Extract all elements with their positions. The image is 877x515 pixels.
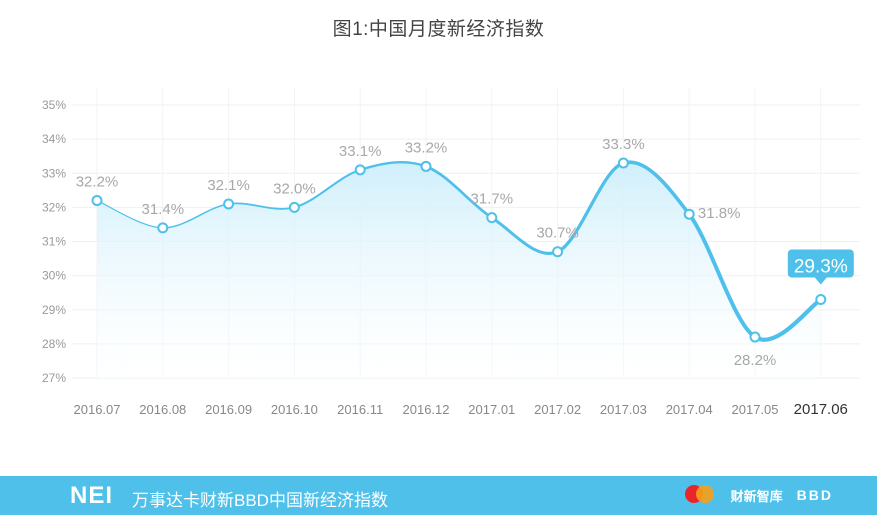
data-label: 33.2% <box>405 139 448 156</box>
data-label: 30.7% <box>536 225 579 242</box>
data-label-highlight: 29.3% <box>794 257 848 278</box>
y-tick-label: 32% <box>42 200 66 214</box>
x-tick-label: 2016.09 <box>205 402 252 417</box>
series-line-segment <box>555 161 626 254</box>
y-tick-label: 34% <box>42 132 66 146</box>
data-label: 31.8% <box>698 205 741 222</box>
highlight-label-pointer <box>814 277 827 285</box>
series-line-segment <box>293 168 362 209</box>
series-line-segment <box>490 216 560 255</box>
x-tick-label: 2017.02 <box>534 402 581 417</box>
data-point <box>749 331 761 343</box>
x-tick-label: 2017.04 <box>666 402 713 417</box>
data-point <box>486 212 498 224</box>
series-line-segment <box>162 203 230 229</box>
footer-brand: NEI <box>70 482 114 509</box>
data-point <box>815 294 827 306</box>
x-tick-label: 2016.07 <box>74 402 121 417</box>
footer-description: 万事达卡财新BBD中国新经济指数 <box>132 491 388 510</box>
series-line-segment <box>424 165 494 219</box>
data-point <box>617 157 629 169</box>
data-label: 31.7% <box>471 191 514 208</box>
chart-title: 图1:中国月度新经济指数 <box>332 19 545 40</box>
data-label: 32.1% <box>207 177 250 194</box>
series-line-segment <box>687 212 757 339</box>
x-tick-label: 2016.11 <box>337 402 383 417</box>
series-line-segment <box>359 161 428 172</box>
data-label: 28.2% <box>734 352 777 369</box>
y-tick-label: 28% <box>42 337 66 351</box>
series-line-segment <box>621 160 691 216</box>
data-label: 31.4% <box>142 201 185 218</box>
x-tick-label: 2017.05 <box>732 402 779 417</box>
area-fill <box>97 162 821 378</box>
x-tick-label: 2016.08 <box>139 402 186 417</box>
x-tick-label: 2017.03 <box>600 402 647 417</box>
footer-bar: NEI 万事达卡财新BBD中国新经济指数 财新智库 BBD <box>0 476 877 515</box>
y-tick-label: 29% <box>42 303 66 317</box>
data-point <box>91 195 103 207</box>
y-tick-label: 31% <box>42 235 66 249</box>
x-tick-label: 2017.01 <box>468 402 515 417</box>
data-label: 32.0% <box>273 180 316 197</box>
x-tick-label: 2016.12 <box>403 402 450 417</box>
line-chart: 27% 28% 29% 30% 31% 32% 33% 34% 35% 2016.07 2016.… <box>42 88 860 418</box>
bbd-logo: BBD <box>796 487 833 503</box>
data-point <box>683 208 695 220</box>
data-point <box>288 201 300 213</box>
y-tick-label: 27% <box>42 371 66 385</box>
mastercard-logo <box>683 484 717 506</box>
x-tick-label: 2017.06 <box>794 401 848 418</box>
y-tick-label: 30% <box>42 269 66 283</box>
data-label: 32.2% <box>76 174 119 191</box>
y-tick-label: 33% <box>42 166 66 180</box>
data-point <box>420 160 432 172</box>
data-point <box>354 164 366 176</box>
caixin-zhiku-logo: 财新智库 <box>730 488 783 504</box>
data-point <box>157 222 169 234</box>
data-point <box>552 246 564 258</box>
data-label: 33.3% <box>602 136 645 153</box>
data-point <box>223 198 235 210</box>
series-line-segment <box>227 202 296 210</box>
highlight-label-bubble <box>787 249 854 278</box>
y-tick-label: 35% <box>42 98 66 112</box>
data-label: 33.1% <box>339 143 382 160</box>
footer-logos: 财新智库 BBD <box>683 484 833 506</box>
x-tick-label: 2016.10 <box>271 402 318 417</box>
